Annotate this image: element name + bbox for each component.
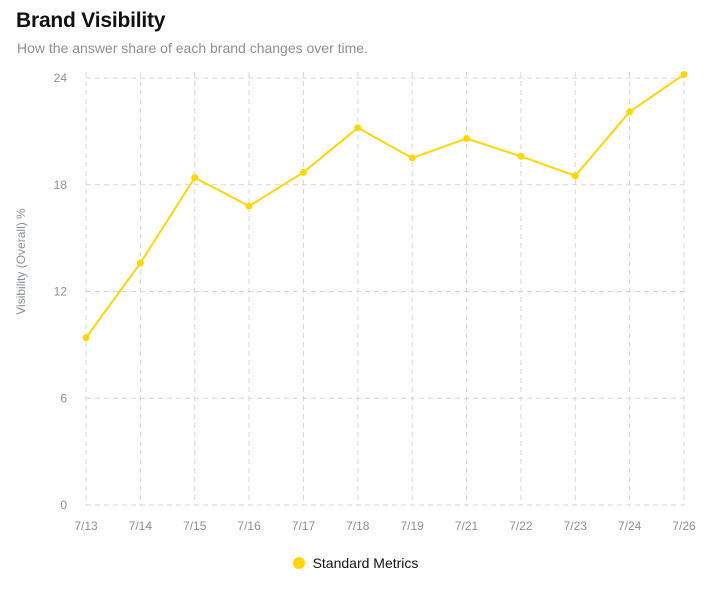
y-tick-label: 18 bbox=[54, 178, 68, 192]
data-point[interactable] bbox=[354, 124, 362, 132]
y-tick-label: 0 bbox=[60, 498, 67, 512]
x-tick-label: 7/21 bbox=[455, 519, 479, 533]
x-tick-label: 7/18 bbox=[346, 519, 370, 533]
y-axis-ticks: 0 6 12 18 24 bbox=[54, 71, 68, 512]
x-tick-label: 7/26 bbox=[672, 519, 696, 533]
legend: Standard Metrics bbox=[0, 555, 711, 571]
y-axis-title: Visibility (Overall) % bbox=[14, 208, 28, 315]
chart-title: Brand Visibility bbox=[16, 9, 166, 32]
series-line bbox=[85, 73, 685, 339]
data-point[interactable] bbox=[82, 334, 90, 342]
x-tick-label: 7/23 bbox=[564, 519, 588, 533]
chart-subtitle: How the answer share of each brand chang… bbox=[17, 40, 368, 56]
data-point[interactable] bbox=[191, 174, 199, 182]
y-tick-label: 12 bbox=[54, 285, 68, 299]
data-point[interactable] bbox=[136, 259, 144, 267]
x-tick-label: 7/16 bbox=[237, 519, 261, 533]
x-tick-label: 7/19 bbox=[401, 519, 425, 533]
legend-label: Standard Metrics bbox=[312, 555, 419, 571]
data-point[interactable] bbox=[626, 108, 634, 116]
grid bbox=[85, 72, 685, 506]
legend-item-standard-metrics[interactable]: Standard Metrics bbox=[292, 555, 419, 571]
x-tick-label: 7/17 bbox=[292, 519, 316, 533]
x-tick-label: 7/15 bbox=[183, 519, 207, 533]
x-tick-label: 7/22 bbox=[509, 519, 533, 533]
data-point[interactable] bbox=[680, 70, 688, 78]
data-point[interactable] bbox=[571, 172, 579, 180]
y-tick-label: 24 bbox=[54, 71, 68, 85]
data-point[interactable] bbox=[299, 168, 307, 176]
data-point[interactable] bbox=[245, 202, 253, 210]
x-axis-ticks: 7/13 7/14 7/15 7/16 7/17 7/18 7/19 7/21 7/22 7/23… bbox=[74, 519, 696, 533]
data-point[interactable] bbox=[517, 152, 525, 160]
y-tick-label: 6 bbox=[60, 391, 67, 405]
series-layer bbox=[82, 70, 688, 342]
x-tick-label: 7/24 bbox=[618, 519, 642, 533]
x-tick-label: 7/13 bbox=[74, 519, 98, 533]
legend-swatch-icon bbox=[292, 557, 305, 569]
data-point[interactable] bbox=[408, 154, 416, 162]
x-tick-label: 7/14 bbox=[129, 519, 153, 533]
data-point[interactable] bbox=[463, 134, 471, 142]
